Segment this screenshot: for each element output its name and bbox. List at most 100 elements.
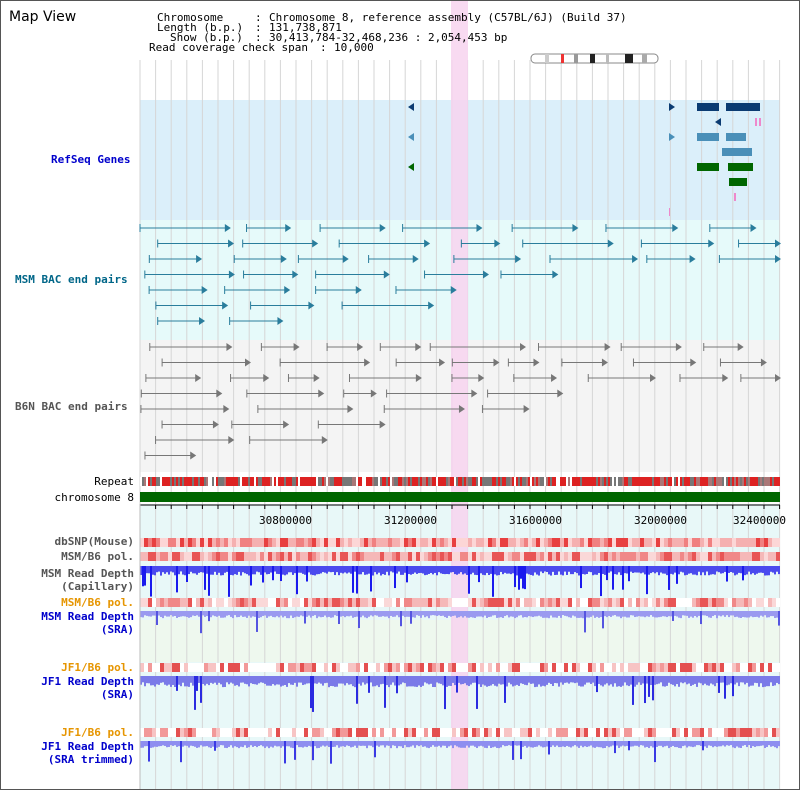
msm-depth-sra-bar — [294, 611, 296, 618]
jf1-depth-trim-bar — [656, 741, 658, 747]
jf1-b6-pol-cell — [548, 728, 552, 737]
jf1-depth-sra-bar — [416, 676, 418, 687]
msm-depth-sra-bar — [582, 611, 584, 619]
msm-b6-pol-cell — [540, 598, 544, 607]
jf1-depth-trim-bar — [534, 741, 536, 747]
msm-b6-pol-cell — [744, 598, 748, 607]
msm-depth-sra-bar — [164, 611, 166, 616]
repeat-segment — [210, 477, 212, 486]
jf1-depth-sra-bar — [406, 676, 408, 687]
msm-depth-capillary-bar — [182, 566, 184, 575]
msm-depth-sra-bar — [568, 611, 570, 618]
msm-depth-capillary-bar — [340, 566, 342, 573]
repeat-segment — [542, 477, 544, 486]
dbsnp-cell — [356, 538, 360, 547]
jf1-depth-trim-bar — [304, 741, 306, 747]
jf1-depth-trim-bar — [266, 741, 268, 747]
jf1-depth-sra-bar — [580, 676, 582, 687]
jf1-depth-trim-bar — [194, 741, 196, 747]
jf1-depth-sra-bar — [598, 676, 600, 684]
jf1-depth-trim-bar — [774, 741, 776, 748]
jf1-depth-sra-bar — [384, 676, 386, 708]
msm-b6-pol-cell — [660, 552, 664, 561]
jf1-depth-trim-bar — [652, 741, 654, 748]
msm-b6-pol-cell — [220, 552, 224, 561]
b6n-bac-pair — [675, 343, 682, 351]
dbsnp-cell — [188, 538, 192, 547]
msm-b6-pol-cell — [492, 598, 496, 607]
jf1-b6-pol-cell — [748, 663, 752, 672]
jf1-b6-pol-cell — [476, 728, 480, 737]
dbsnp-cell — [476, 538, 480, 547]
jf1-b6-pol-cell — [260, 663, 264, 672]
msm-depth-capillary-bar — [482, 566, 484, 575]
repeat-segment — [588, 477, 590, 486]
jf1-b6-pol-cell — [240, 663, 244, 672]
msm-b6-pol-cell — [168, 552, 172, 561]
msm-depth-capillary-bar — [334, 566, 336, 576]
dbsnp-cell — [596, 538, 600, 547]
dbsnp-cell — [376, 538, 380, 547]
msm-depth-capillary-bar — [748, 566, 750, 572]
msm-depth-sra-bar — [392, 611, 394, 617]
jf1-b6-pol-cell — [376, 728, 380, 737]
jf1-b6-pol-cell — [332, 728, 336, 737]
jf1-depth-trim-bar — [282, 741, 284, 747]
jf1-b6-pol-cell — [516, 728, 520, 737]
coverage-label: Read coverage check span — [149, 41, 308, 54]
msm-depth-sra-bar — [194, 611, 196, 616]
msm-b6-pol-cell — [320, 552, 324, 561]
jf1-depth-sra-bar — [612, 676, 614, 687]
msm-depth-sra-bar — [612, 611, 614, 616]
jf1-depth-trim-bar — [484, 741, 486, 748]
jf1-depth-sra-bar — [410, 676, 412, 687]
repeat-segment — [294, 477, 296, 486]
msm-b6-pol-cell — [236, 598, 240, 607]
jf1-depth-trim-bar — [294, 741, 296, 760]
msm-depth-capillary-bar — [576, 566, 578, 574]
dbsnp-cell — [280, 538, 284, 547]
msm-b6-pol-cell — [356, 598, 360, 607]
msm-b6-pol-cell — [484, 552, 488, 561]
jf1-depth-trim-bar — [532, 741, 534, 748]
jf1-b6-pol-cell — [508, 663, 512, 672]
jf1-b6-pol-cell — [364, 728, 368, 737]
jf1-depth-trim-bar — [718, 741, 720, 747]
msm-depth-sra-bar — [210, 611, 212, 618]
msm-depth-sra-bar — [590, 611, 592, 617]
msm-depth-capillary-bar — [446, 566, 448, 574]
msm-depth-sra-bar — [306, 611, 308, 617]
jf1-b6-pol-cell — [368, 728, 372, 737]
repeat-segment — [342, 477, 344, 486]
jf1-depth-sra-bar — [746, 676, 748, 683]
jf1-depth-sra-bar — [500, 676, 502, 685]
msm-depth-sra-bar — [650, 611, 652, 616]
msm-b6-pol-cell — [212, 552, 216, 561]
b6n-bac-pair — [212, 420, 219, 429]
msm-b6-pol-cell — [680, 598, 684, 607]
msm-depth-capillary-bar — [590, 566, 592, 573]
msm-depth-capillary-bar — [314, 566, 316, 576]
msm-depth-capillary-bar — [396, 566, 398, 574]
msm-b6-pol-cell — [528, 552, 532, 561]
jf1-depth-sra-bar — [754, 676, 756, 683]
msm-depth-sra-bar — [746, 611, 748, 618]
msm-depth-sra-bar — [512, 611, 514, 617]
jf1-depth-trim-bar — [552, 741, 554, 746]
msm-depth-sra-bar — [640, 611, 642, 617]
dbsnp-cell — [708, 538, 712, 547]
msm-depth-capillary-bar — [362, 566, 364, 573]
msm-depth-capillary-bar — [280, 566, 282, 582]
jf1-depth-trim-bar — [766, 741, 768, 748]
msm-b6-pol-cell — [480, 552, 484, 561]
jf1-depth-trim-bar — [698, 741, 700, 746]
jf1-depth-sra-bar — [488, 676, 490, 687]
dbsnp-cell — [612, 538, 616, 547]
jf1-b6-pol-cell — [776, 663, 780, 672]
axis-tick-label: 32400000 — [733, 514, 786, 527]
dbsnp-cell — [456, 538, 460, 547]
jf1-b6-pol-cell — [468, 728, 472, 737]
jf1-b6-pol-cell — [192, 663, 196, 672]
msm-depth-capillary-bar — [770, 566, 772, 572]
